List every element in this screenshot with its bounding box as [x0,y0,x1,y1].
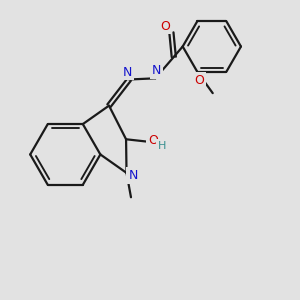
Text: O: O [148,134,158,147]
Text: N: N [152,64,161,77]
Text: H: H [158,140,166,151]
Text: O: O [195,74,205,87]
Text: N: N [128,169,138,182]
Text: N: N [123,66,132,79]
Text: O: O [160,20,170,32]
